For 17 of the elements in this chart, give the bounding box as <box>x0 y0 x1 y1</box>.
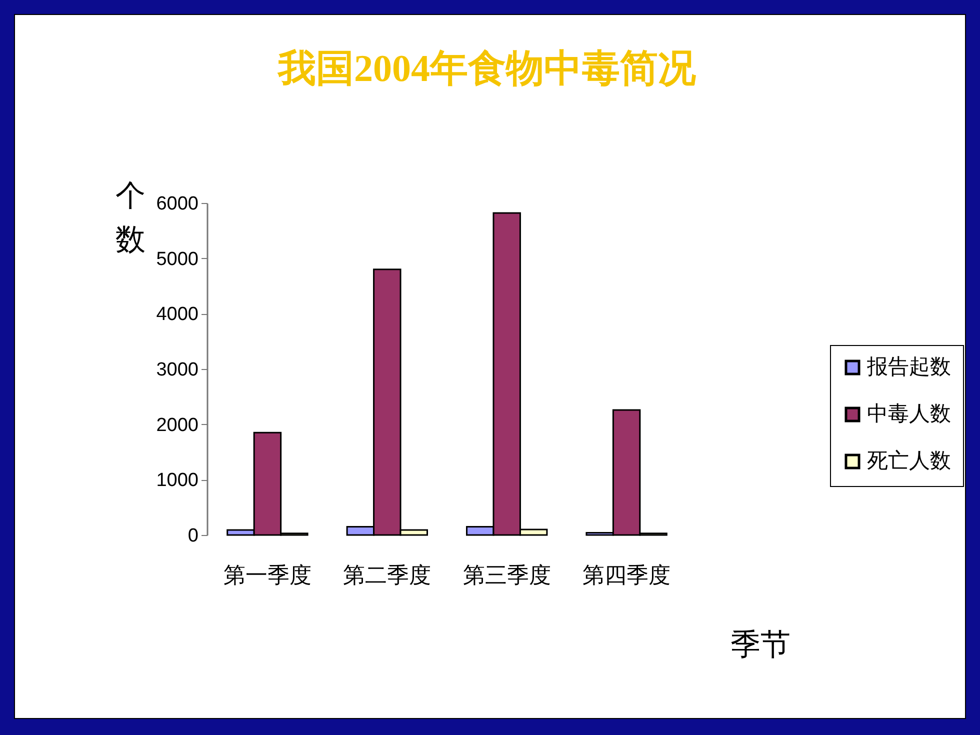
y-tick-label: 4000 <box>156 304 198 326</box>
x-tick-label: 第四季度 <box>582 562 671 588</box>
chart-title: 我国2004年食物中毒简况 <box>277 48 696 90</box>
x-axis-title: 季节 <box>730 628 790 662</box>
x-tick-label: 第二季度 <box>343 562 432 588</box>
y-tick-label: 3000 <box>156 360 198 380</box>
x-tick-label: 第三季度 <box>462 562 551 588</box>
y-tick-label: 2000 <box>156 414 198 436</box>
y-axis-title: 个数 <box>116 180 146 256</box>
y-tick-label: 5000 <box>156 248 198 270</box>
legend-label: 中毒人数 <box>867 402 951 426</box>
x-tick-label: 第一季度 <box>223 562 312 588</box>
y-tick-label: 6000 <box>156 194 198 214</box>
legend-label: 报告起数 <box>866 354 951 378</box>
y-tick-label: 1000 <box>156 470 198 492</box>
y-tick-label: 0 <box>188 526 198 546</box>
legend-label: 死亡人数 <box>867 448 951 472</box>
